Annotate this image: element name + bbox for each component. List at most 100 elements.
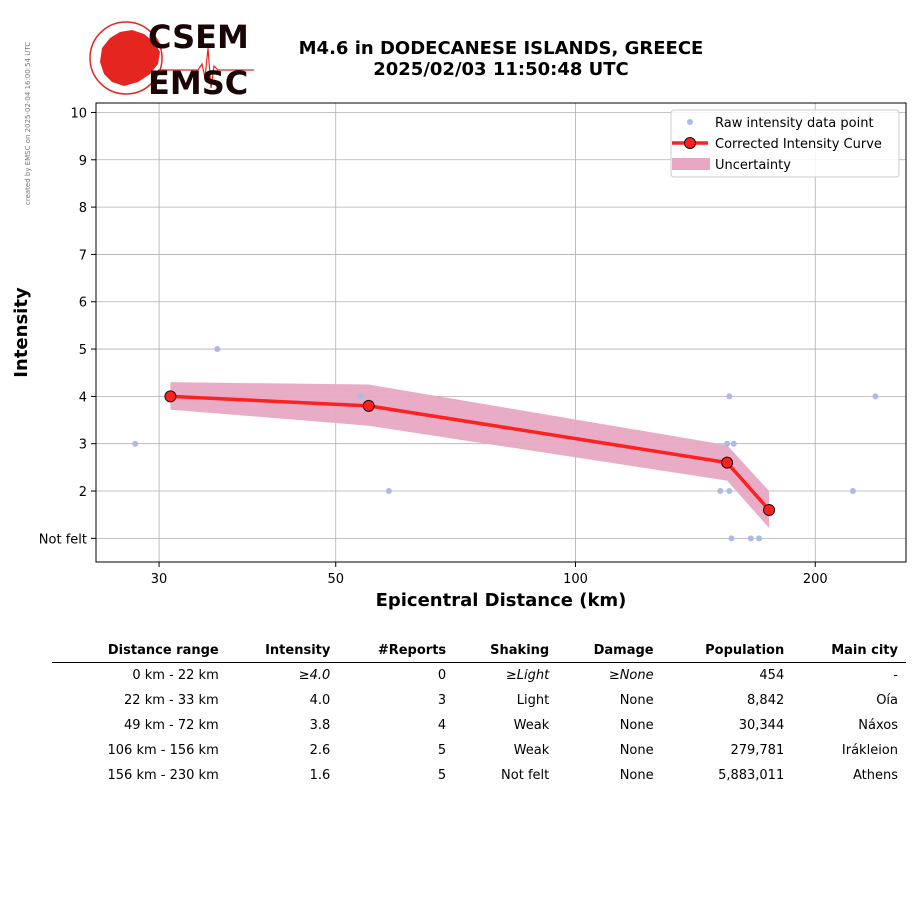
raw-data-point [728, 535, 735, 542]
distance-cell: 106 km - 156 km [107, 742, 219, 758]
population-cell: 30,344 [738, 717, 785, 733]
population-cell: 454 [759, 667, 785, 683]
damage-cell: None [619, 717, 654, 733]
shaking-cell: Weak [513, 717, 550, 733]
plot-area [96, 103, 906, 562]
intensity-cell: 3.8 [309, 717, 331, 733]
raw-data-point [756, 535, 763, 542]
corrected-intensity-marker [763, 503, 776, 516]
raw-data-point [132, 440, 139, 447]
raw-data-point [724, 440, 731, 447]
city-cell: Athens [852, 767, 898, 783]
y-tick-label: 8 [79, 201, 87, 216]
legend-band-label: Uncertainty [715, 158, 791, 173]
raw-data-point [385, 488, 392, 495]
raw-data-point [726, 488, 733, 495]
distance-cell: 0 km - 22 km [132, 667, 219, 683]
legend-box [670, 109, 900, 178]
table-row: 0 km - 22 km ≥4.0 0 ≥Light ≥None 454 - [52, 663, 906, 689]
city-cell: Irákleion [841, 742, 898, 758]
logo-globe-icon [89, 21, 163, 95]
col-header-shaking: Shaking [454, 640, 558, 663]
raw-data-point [849, 488, 856, 495]
table-row: 49 km - 72 km 3.8 4 Weak None 30,344 Náxos [52, 713, 906, 738]
city-cell: Náxos [858, 717, 898, 733]
y-tick-label: 3 [79, 438, 87, 453]
logo-seismogram [158, 47, 254, 89]
raw-data-point [872, 393, 879, 400]
intensity-cell: ≥4.0 [298, 667, 331, 683]
x-tick-label: 200 [803, 572, 828, 587]
population-cell: 8,842 [747, 692, 785, 708]
logo-map-shape [100, 30, 160, 86]
y-tick-label: 9 [79, 154, 87, 169]
y-axis-label: Intensity [11, 287, 32, 378]
intensity-cell: 2.6 [309, 742, 331, 758]
table-row: 156 km - 230 km 1.6 5 Not felt None 5,883,011… [52, 763, 906, 788]
raw-data-point [717, 488, 724, 495]
damage-cell: None [619, 692, 654, 708]
shaking-cell: ≥Light [505, 667, 550, 683]
city-cell: Oía [876, 692, 898, 708]
x-axis-label: Epicentral Distance (km) [376, 590, 627, 611]
logo-text-csem: CSEM [148, 18, 249, 56]
table-header-row: Distance range Intensity #Reports Shakin… [52, 640, 906, 663]
legend-curve-label: Corrected Intensity Curve [715, 137, 882, 152]
damage-cell: ≥None [608, 667, 654, 683]
y-tick-label: 2 [79, 485, 87, 500]
population-cell: 5,883,011 [718, 767, 785, 783]
raw-data-point [726, 393, 733, 400]
plot-frame [95, 102, 907, 563]
shaking-cell: Weak [513, 742, 550, 758]
table-row: 106 km - 156 km 2.6 5 Weak None 279,781 Irákle… [52, 738, 906, 763]
reports-cell: 5 [437, 767, 447, 783]
reports-cell: 3 [437, 692, 447, 708]
intensity-table: Distance range Intensity #Reports Shakin… [52, 640, 906, 788]
y-tick-label: 5 [79, 343, 87, 358]
reports-cell: 0 [437, 667, 447, 683]
intensity-cell: 4.0 [309, 692, 331, 708]
logo-text-emsc: EMSC [148, 64, 248, 98]
shaking-cell: Light [516, 692, 550, 708]
chart-title: M4.6 in DODECANESE ISLANDS, GREECE 2025/… [250, 38, 752, 80]
corrected-intensity-marker [721, 456, 734, 469]
y-tick-label: Not felt [39, 532, 87, 547]
damage-cell: None [619, 742, 654, 758]
raw-data-point [214, 346, 221, 353]
col-header-distance: Distance range [52, 640, 227, 663]
reports-cell: 5 [437, 742, 447, 758]
csem-emsc-logo: CSEM EMSC [89, 18, 254, 98]
legend-raw-marker [687, 119, 693, 125]
corrected-intensity-line [170, 394, 771, 512]
intensity-cell: 1.6 [309, 767, 331, 783]
distance-cell: 22 km - 33 km [124, 692, 219, 708]
y-tick-label: 4 [79, 390, 87, 405]
raw-data-point [730, 440, 737, 447]
damage-cell: None [619, 767, 654, 783]
col-header-reports: #Reports [338, 640, 455, 663]
corrected-intensity-marker [164, 390, 177, 403]
x-tick-label: 50 [327, 572, 344, 587]
distance-cell: 49 km - 72 km [124, 717, 219, 733]
table-row: 22 km - 33 km 4.0 3 Light None 8,842 Oía [52, 688, 906, 713]
col-header-intensity: Intensity [226, 640, 339, 663]
population-cell: 279,781 [730, 742, 785, 758]
shaking-cell: Not felt [501, 767, 550, 783]
city-cell: - [893, 667, 898, 683]
raw-data-point [357, 393, 364, 400]
col-header-population: Population [661, 640, 793, 663]
col-header-damage: Damage [557, 640, 662, 663]
x-tick-label: 100 [563, 572, 588, 587]
legend-curve-marker [684, 137, 696, 149]
title-line-1: M4.6 in DODECANESE ISLANDS, GREECE [298, 38, 704, 59]
col-header-main-city: Main city [792, 640, 906, 663]
legend-raw-label: Raw intensity data point [715, 116, 874, 131]
corrected-intensity-marker [362, 399, 375, 412]
x-tick-label: 30 [151, 572, 168, 587]
y-tick-label: 10 [70, 106, 87, 121]
uncertainty-band [170, 382, 770, 528]
intensity-chart: 30 50 100 200 Not felt 2 3 4 5 6 7 8 9 10 Epicentral D… [11, 102, 907, 611]
raw-data-point [747, 535, 754, 542]
title-line-2: 2025/02/03 11:50:48 UTC [373, 59, 629, 80]
reports-cell: 4 [437, 717, 447, 733]
